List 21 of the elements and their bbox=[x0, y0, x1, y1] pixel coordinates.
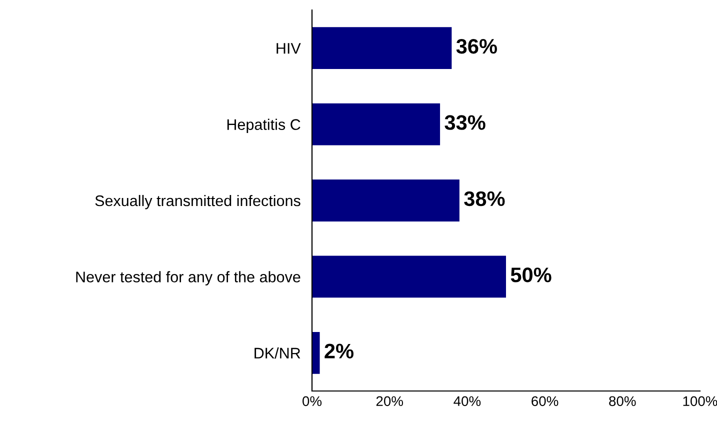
x-tick-label: 0% bbox=[302, 396, 322, 406]
x-tick-label: 100% bbox=[683, 396, 717, 406]
y-tick-label: DK/NR bbox=[254, 347, 300, 359]
bar bbox=[312, 332, 320, 374]
data-label: 38% bbox=[464, 191, 505, 206]
data-label: 2% bbox=[324, 344, 354, 358]
data-label: 36% bbox=[456, 38, 497, 54]
y-tick-label: Never tested for any of the above bbox=[76, 271, 300, 286]
data-label: 50% bbox=[510, 268, 552, 282]
data-label: 33% bbox=[444, 115, 486, 130]
x-tick-label: 80% bbox=[609, 396, 636, 406]
x-tick-label: 60% bbox=[532, 396, 558, 406]
bar bbox=[312, 180, 460, 222]
bar bbox=[312, 27, 452, 70]
x-tick-label: 40% bbox=[454, 396, 481, 406]
y-tick-label: Hepatitis C bbox=[227, 118, 300, 134]
x-tick-label: 20% bbox=[376, 396, 404, 406]
bar bbox=[312, 103, 440, 146]
bar bbox=[312, 256, 506, 298]
y-tick-label: HIV bbox=[276, 43, 301, 54]
y-tick-label: Sexually transmitted infections bbox=[95, 194, 300, 210]
